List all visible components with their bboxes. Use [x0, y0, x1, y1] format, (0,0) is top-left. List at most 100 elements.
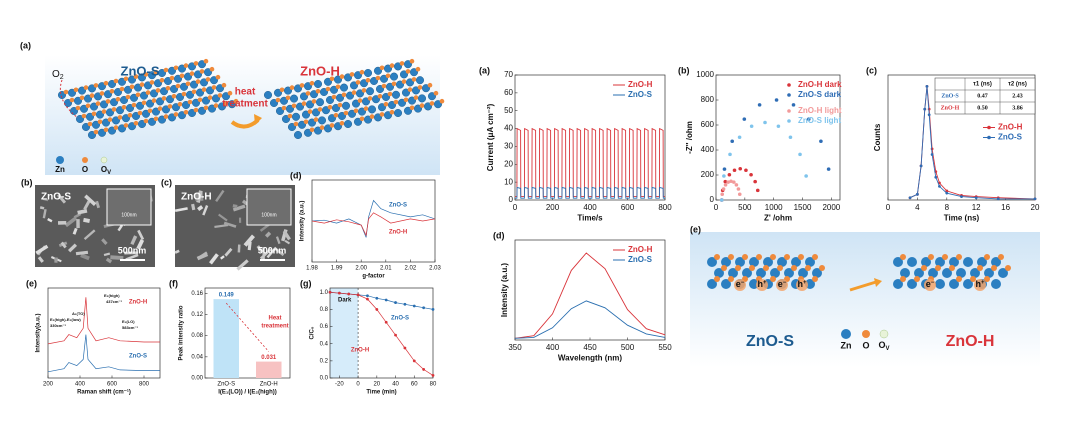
series-line — [514, 300, 666, 339]
inset-scale: 100nm — [261, 212, 276, 218]
zn-atom — [67, 88, 76, 97]
zn-atom — [127, 75, 136, 84]
y-tick-label: 60 — [504, 88, 513, 97]
o-atom — [914, 276, 920, 282]
x-tick-label: ZnO-H — [260, 382, 278, 388]
o-atom — [812, 254, 818, 260]
panel-label: (b) — [678, 65, 690, 75]
o-atom — [413, 95, 419, 100]
zn-atom — [163, 76, 172, 85]
o-atom — [289, 85, 295, 90]
zn-atom — [408, 96, 417, 105]
panel-label: (d) — [493, 230, 505, 240]
value-label: 0.149 — [219, 293, 235, 299]
o-atom — [93, 83, 99, 88]
o-atom — [285, 95, 291, 101]
o-atom — [129, 84, 135, 90]
o-atom — [791, 265, 797, 271]
x-tick-label: 20 — [373, 382, 380, 388]
y-axis-label: Current (μA cm⁻²) — [486, 103, 495, 171]
zn-atom — [354, 71, 363, 80]
scatter-point — [723, 183, 728, 187]
zn-atom — [177, 111, 186, 120]
zn-atom — [410, 68, 419, 77]
legend-label: OV — [878, 340, 889, 351]
o-atom — [409, 58, 415, 64]
o-atom — [977, 265, 983, 271]
scatter-point — [755, 188, 760, 193]
legend-label: ZnO-H light — [798, 106, 842, 115]
zn-atom — [298, 120, 307, 129]
series-marker — [945, 189, 949, 193]
y-tick-label: 0.00 — [191, 376, 203, 382]
flake — [282, 230, 291, 241]
zn-atom — [352, 99, 361, 108]
zn-atom — [105, 108, 114, 117]
series-marker — [923, 107, 927, 111]
x-tick-label: 2000 — [822, 203, 840, 212]
y-tick-label: 1.0 — [320, 290, 329, 296]
o-atom — [143, 118, 149, 124]
zn-atom — [139, 91, 148, 100]
scatter-point — [742, 117, 747, 121]
series-marker — [996, 197, 1000, 201]
zn-atom — [133, 83, 142, 92]
x-tick-label: 0 — [513, 203, 518, 212]
flake — [264, 231, 272, 238]
zn-atom — [131, 111, 140, 120]
y-tick-label: 0.08 — [191, 333, 203, 339]
o-atom — [349, 72, 355, 77]
sample-name: ZnO-H — [181, 192, 212, 203]
scatter-point — [727, 172, 732, 177]
o-atom — [213, 103, 219, 108]
y-tick-label: 0.0 — [320, 376, 329, 382]
o-atom — [970, 276, 976, 282]
o-atom — [123, 123, 129, 128]
electron: e — [778, 279, 783, 289]
zn-atom — [907, 257, 917, 267]
legend-label: O — [862, 340, 869, 350]
zn-atom — [998, 268, 1008, 278]
y-tick-label: 50 — [504, 106, 513, 115]
flake — [110, 255, 124, 261]
y-tick-label: 20 — [504, 159, 513, 168]
o-atom — [293, 121, 299, 127]
zn-atom — [63, 98, 72, 107]
electron: e — [926, 279, 931, 289]
x-tick-label: ZnO-S — [217, 382, 235, 388]
zn-atom — [171, 103, 180, 112]
scatter-point — [736, 187, 741, 191]
zn-atom — [372, 95, 381, 104]
series-marker — [422, 306, 426, 310]
carrier — [974, 279, 986, 291]
zn-atom — [113, 87, 122, 96]
zn-atom — [798, 268, 808, 278]
zn-atom — [956, 268, 966, 278]
zn-atom — [209, 76, 218, 85]
zn-atom — [402, 88, 411, 97]
o-atom — [805, 265, 811, 271]
o-atom — [119, 86, 125, 92]
zn-atom — [280, 96, 289, 105]
scatter-point — [776, 124, 781, 129]
zn-atom — [374, 66, 383, 75]
o-atom — [393, 99, 399, 105]
zn-atom — [58, 90, 67, 99]
trend-arrow — [225, 302, 270, 352]
zn-atom — [707, 279, 717, 289]
x-axis-label: Wavelength (nm) — [558, 354, 622, 363]
table-frame — [934, 77, 1036, 115]
zn-atom — [334, 122, 343, 131]
zn-atom — [404, 106, 413, 115]
zn-atom — [207, 104, 216, 113]
y-axis-label: Counts — [873, 123, 882, 151]
x-tick-label: 500 — [738, 203, 752, 212]
bar — [213, 299, 239, 378]
series-marker — [403, 346, 407, 350]
x-tick-label: 2.00 — [355, 266, 367, 272]
o-atom — [209, 66, 215, 72]
table-cell: 0.50 — [977, 105, 988, 111]
zn-atom — [326, 95, 335, 104]
legend-label: ZnO-H dark — [798, 80, 842, 89]
y-axis-label: Intensity(a.u.) — [36, 313, 42, 352]
